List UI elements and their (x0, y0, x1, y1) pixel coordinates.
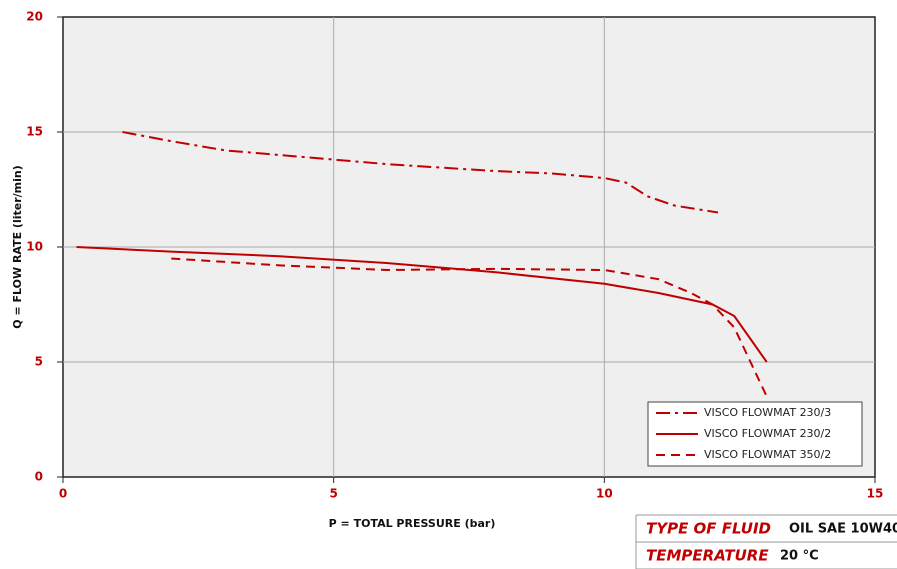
y-axis-title: Q = FLOW RATE (liter/min) (11, 165, 24, 328)
info-value: OIL SAE 10W40 (789, 522, 897, 537)
x-tick-label: 5 (329, 487, 337, 501)
x-axis-title: P = TOTAL PRESSURE (bar) (329, 517, 496, 530)
x-tick-label: 10 (596, 487, 613, 501)
y-tick-label: 10 (26, 240, 43, 254)
info-value: 20 °C (780, 549, 819, 564)
data-line (171, 257, 768, 397)
x-tick-label: 15 (867, 487, 884, 501)
data-line (122, 131, 719, 214)
info-label: TEMPERATURE (646, 547, 769, 565)
legend-label: VISCO FLOWMAT 350/2 (704, 448, 831, 461)
y-tick-label: 0 (35, 470, 43, 484)
x-tick-label: 0 (59, 487, 67, 501)
data-line (76, 246, 768, 363)
y-tick-label: 15 (26, 125, 43, 139)
legend: VISCO FLOWMAT 230/3 VISCO FLOWMAT 230/2 VI… (647, 401, 863, 467)
legend-label: VISCO FLOWMAT 230/3 (704, 406, 831, 419)
info-label: TYPE OF FLUID (646, 520, 771, 538)
info-table: TYPE OF FLUID OIL SAE 10W40 TEMPERATURE … (635, 514, 897, 569)
legend-label: VISCO FLOWMAT 230/2 (704, 427, 831, 440)
y-tick-label: 20 (26, 10, 43, 24)
y-tick-label: 5 (35, 355, 43, 369)
